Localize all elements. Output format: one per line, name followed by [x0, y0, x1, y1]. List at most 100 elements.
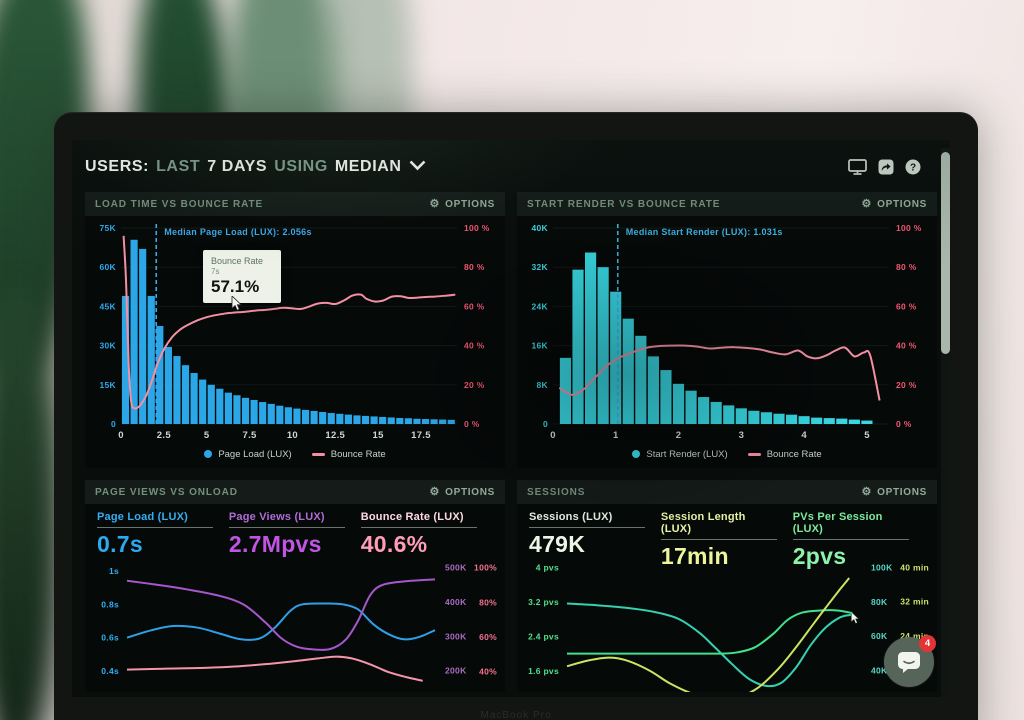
svg-text:2.4 pvs: 2.4 pvs: [528, 631, 559, 641]
svg-text:16K: 16K: [532, 341, 549, 351]
panel-load-time-vs-bounce-rate: LOAD TIME VS BOUNCE RATE ⚙ OPTIONS 75K 60…: [85, 192, 505, 468]
svg-text:30K: 30K: [100, 341, 117, 351]
metric-sessions: Sessions (LUX) 479K: [529, 511, 661, 557]
panel-start-render-vs-bounce-rate: START RENDER VS BOUNCE RATE ⚙ OPTIONS 40…: [517, 192, 937, 468]
metric-underline: [660, 539, 777, 540]
svg-text:0: 0: [550, 430, 556, 441]
svg-text:10: 10: [287, 430, 298, 441]
metric-value: 2pvs: [792, 543, 847, 569]
panel-header: LOAD TIME VS BOUNCE RATE ⚙ OPTIONS: [85, 192, 505, 216]
svg-text:15: 15: [373, 430, 385, 441]
svg-text:1.6 pvs: 1.6 pvs: [528, 666, 559, 676]
svg-text:40 min: 40 min: [900, 562, 929, 572]
legend-item: Bounce Rate: [747, 449, 822, 460]
legend-dot-marker: [204, 450, 213, 458]
svg-text:Median Page Load (LUX): 2.056s: Median Page Load (LUX): 2.056s: [164, 227, 312, 237]
options-button[interactable]: ⚙ OPTIONS: [861, 485, 927, 498]
chart-sessions[interactable]: 4 pvs 3.2 pvs 2.4 pvs 1.6 pvs 100K 80K 60K 40K 4…: [517, 556, 937, 692]
panel-header: PAGE VIEWS VS ONLOAD ⚙ OPTIONS: [85, 480, 505, 504]
svg-text:?: ?: [910, 162, 916, 173]
panel-title: START RENDER VS BOUNCE RATE: [527, 198, 721, 210]
metrics-row: Page Load (LUX) 0.7s Page Views (LUX) 2.…: [85, 504, 505, 557]
scrollbar-thumb[interactable]: [941, 152, 950, 354]
gear-icon: ⚙: [429, 485, 441, 498]
panel-body: 40K 32K 24K 16K 8K 0 100 % 80 % 60 % 40 % 20 % 0 % 0…: [517, 216, 937, 464]
metric-label: Session Length (LUX): [660, 511, 746, 535]
options-label: OPTIONS: [445, 198, 495, 210]
svg-text:40%: 40%: [479, 666, 497, 676]
svg-text:1s: 1s: [109, 566, 119, 576]
svg-text:0.4s: 0.4s: [101, 666, 119, 676]
svg-text:60%: 60%: [479, 632, 497, 642]
chart-start-render-vs-bounce-rate[interactable]: 40K 32K 24K 16K 8K 0 100 % 80 % 60 % 40 % 20 % 0 % 0…: [517, 216, 937, 444]
notification-badge: 4: [919, 635, 936, 652]
metric-value: 2.7Mpvs: [228, 531, 322, 557]
panel-body: 1s 0.8s 0.6s 0.4s 500K 400K 300K 200K 100% 80% 60%…: [85, 556, 505, 692]
svg-text:0 %: 0 %: [896, 419, 912, 429]
options-button[interactable]: ⚙ OPTIONS: [862, 198, 927, 210]
metric-underline: [529, 527, 645, 528]
legend-label: Page Load (LUX): [218, 448, 292, 460]
svg-text:5: 5: [864, 430, 870, 441]
svg-text:100 %: 100 %: [896, 223, 922, 233]
report-scope-dropdown[interactable]: USERS: LAST 7 DAYS USING MEDIAN: [85, 158, 426, 176]
legend-item: Page Load (LUX): [204, 448, 292, 460]
options-button[interactable]: ⚙ OPTIONS: [429, 485, 495, 498]
svg-text:2: 2: [676, 430, 682, 441]
svg-text:32K: 32K: [532, 262, 549, 272]
dashboard-screen: USERS: LAST 7 DAYS USING MEDIAN: [72, 140, 950, 697]
metric-session-length: Session Length (LUX) 17min: [660, 511, 793, 569]
svg-text:80%: 80%: [479, 597, 497, 607]
svg-text:80K: 80K: [871, 597, 888, 607]
svg-text:32 min: 32 min: [900, 597, 929, 607]
chart-tooltip: Bounce Rate 7s 57.1%: [203, 250, 281, 303]
help-icon[interactable]: ?: [905, 159, 921, 175]
svg-text:60K: 60K: [100, 262, 117, 272]
share-icon[interactable]: [878, 159, 894, 175]
svg-text:0: 0: [111, 419, 116, 429]
metric-value: 0.7s: [97, 531, 143, 557]
svg-text:400K: 400K: [445, 597, 467, 607]
metric-underline: [792, 539, 909, 540]
svg-text:40 %: 40 %: [896, 341, 917, 351]
svg-text:100K: 100K: [871, 562, 893, 572]
device-brand-label: MacBook Pro: [480, 710, 552, 720]
legend-label: Bounce Rate: [330, 448, 386, 460]
panel-body: 4 pvs 3.2 pvs 2.4 pvs 1.6 pvs 100K 80K 60K 40K 4…: [517, 556, 937, 692]
metric-value: 479K: [529, 531, 586, 557]
legend-line-marker: [747, 452, 761, 456]
panel-header: START RENDER VS BOUNCE RATE ⚙ OPTIONS: [517, 192, 937, 216]
chat-bubble-icon: [898, 652, 920, 673]
gear-icon: ⚙: [861, 485, 873, 498]
svg-text:4: 4: [801, 430, 807, 441]
panel-sessions: SESSIONS ⚙ OPTIONS Sessions (LUX) 479K: [517, 480, 937, 692]
svg-text:20 %: 20 %: [896, 380, 917, 390]
svg-text:3: 3: [739, 430, 745, 441]
svg-text:60 %: 60 %: [896, 301, 917, 311]
title-users: USERS:: [85, 158, 150, 175]
metric-label: Page Views (LUX): [228, 511, 325, 523]
metric-page-views: Page Views (LUX) 2.7Mpvs: [228, 511, 361, 557]
display-icon[interactable]: [848, 159, 867, 175]
title-median: MEDIAN: [334, 158, 402, 175]
chat-widget-button[interactable]: 4: [884, 635, 936, 687]
svg-text:45K: 45K: [100, 301, 117, 311]
options-label: OPTIONS: [877, 486, 927, 498]
header-actions: ?: [848, 159, 921, 175]
chart-page-views-vs-onload[interactable]: 1s 0.8s 0.6s 0.4s 500K 400K 300K 200K 100% 80% 60%…: [85, 556, 505, 692]
legend-line-marker: [311, 452, 325, 456]
metric-label: Sessions (LUX): [529, 511, 613, 523]
title-using: USING: [274, 158, 328, 175]
svg-text:100%: 100%: [474, 563, 497, 573]
mouse-cursor-icon: [231, 295, 243, 317]
svg-text:0: 0: [118, 430, 124, 441]
scrollbar-track[interactable]: [941, 148, 950, 697]
chart-load-time-vs-bounce-rate[interactable]: 75K 60K 45K 30K 15K 0 100 % 80 % 60 % 40 % 20 % 0 %…: [85, 216, 505, 444]
svg-text:300K: 300K: [445, 631, 467, 641]
svg-text:24K: 24K: [532, 301, 549, 311]
svg-text:2.5: 2.5: [157, 430, 172, 441]
svg-text:500K: 500K: [445, 563, 467, 573]
panel-page-views-vs-onload: PAGE VIEWS VS ONLOAD ⚙ OPTIONS Page Load…: [85, 480, 505, 692]
panel-header: SESSIONS ⚙ OPTIONS: [517, 480, 937, 504]
options-button[interactable]: ⚙ OPTIONS: [430, 198, 495, 210]
